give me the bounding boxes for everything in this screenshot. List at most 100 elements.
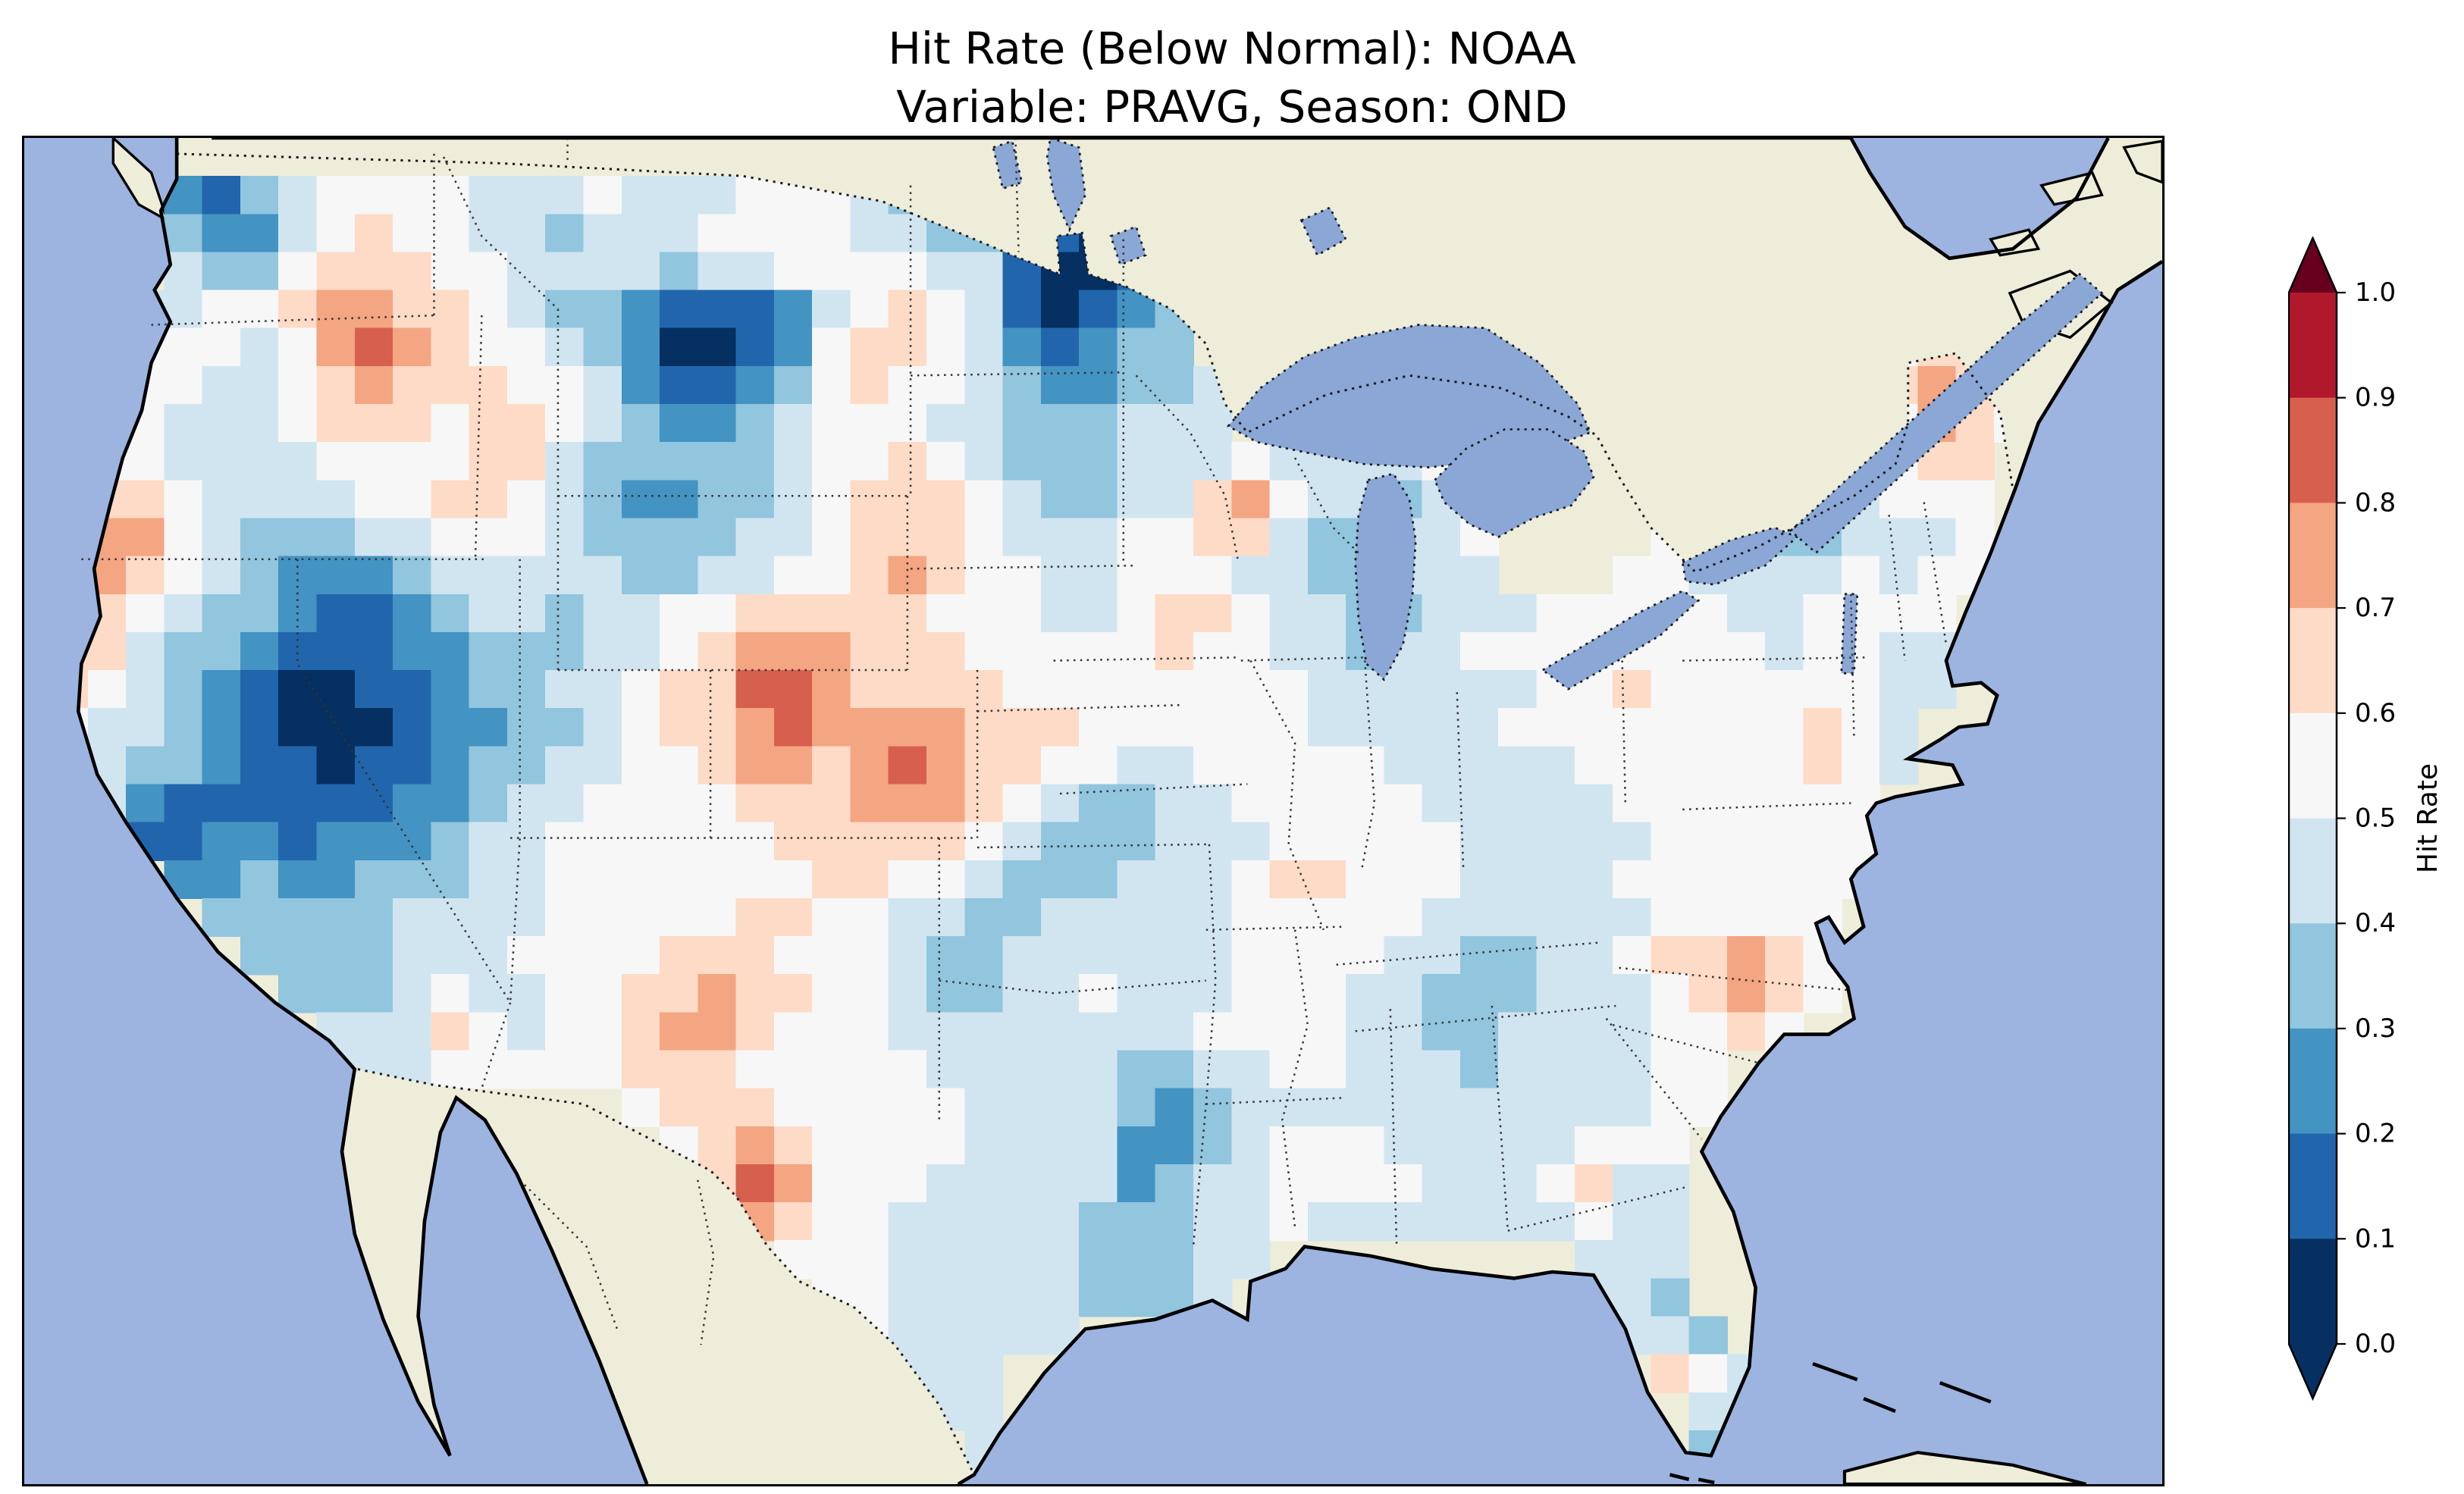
- grid-cell: [1231, 708, 1271, 747]
- colorbar-tick-label: 0.6: [2355, 698, 2396, 728]
- grid-cell: [1651, 822, 1690, 861]
- grid-cell: [698, 290, 737, 329]
- grid-cell: [621, 1088, 661, 1127]
- grid-cell: [1117, 1164, 1156, 1204]
- grid-cell: [1079, 1012, 1118, 1051]
- grid-cell: [278, 442, 318, 481]
- grid-cell: [469, 290, 508, 329]
- grid-cell: [431, 860, 470, 899]
- grid-cell: [1651, 1126, 1690, 1165]
- grid-cell: [1231, 936, 1271, 976]
- grid-cell: [393, 784, 432, 823]
- grid-cell: [431, 936, 470, 976]
- lake-of-the-woods: [1109, 225, 1147, 266]
- grid-cell: [812, 1240, 851, 1279]
- grid-cell: [1765, 556, 1804, 595]
- grid-cell: [1155, 480, 1195, 519]
- grid-cell: [583, 365, 622, 406]
- grid-cell: [773, 252, 813, 291]
- grid-cell: [1155, 594, 1195, 633]
- colorbar-tick-label: 0.1: [2355, 1223, 2396, 1254]
- grid-cell: [506, 404, 547, 443]
- grid-cell: [1040, 404, 1080, 443]
- grid-cell: [812, 290, 851, 329]
- grid-cell: [1269, 594, 1309, 633]
- grid-cell: [660, 442, 699, 481]
- grid-cell: [1079, 822, 1118, 861]
- grid-cell: [354, 822, 394, 861]
- grid-cell: [202, 556, 241, 595]
- grid-cell: [240, 327, 280, 367]
- grid-cell: [888, 822, 928, 861]
- grid-cell: [431, 290, 470, 329]
- grid-cell: [888, 1164, 928, 1204]
- colorbar-tick-label: 0.7: [2355, 593, 2396, 623]
- grid-cell: [240, 670, 280, 709]
- grid-cell: [660, 897, 699, 938]
- grid-cell: [164, 822, 203, 861]
- grid-cell: [1651, 936, 1690, 976]
- grid-cell: [698, 860, 737, 899]
- grid-cell: [1117, 897, 1156, 938]
- grid-cell: [506, 252, 547, 291]
- grid-cell: [1231, 1164, 1271, 1204]
- grid-cell: [926, 1240, 966, 1279]
- grid-cell: [1613, 1012, 1652, 1051]
- grid-cell: [773, 327, 813, 367]
- grid-cell: [1726, 784, 1766, 823]
- grid-cell: [1651, 974, 1690, 1013]
- grid-cell: [926, 1202, 966, 1242]
- grid-cell: [926, 442, 966, 481]
- grid-cell: [506, 860, 547, 899]
- grid-cell: [1307, 822, 1347, 861]
- grid-cell: [850, 974, 889, 1013]
- grid-cell: [621, 1012, 661, 1051]
- grid-cell: [850, 1050, 889, 1089]
- grid-cell: [1841, 670, 1881, 709]
- grid-cell: [1002, 1240, 1042, 1279]
- grid-cell: [1498, 1164, 1538, 1204]
- grid-cell: [812, 594, 851, 633]
- grid-cell: [773, 936, 813, 976]
- grid-cell: [1498, 1126, 1538, 1165]
- grid-cell: [773, 860, 813, 899]
- grid-cell: [888, 670, 928, 709]
- grid-cell: [1536, 822, 1575, 861]
- grid-cell: [1155, 936, 1195, 976]
- grid-cell: [812, 860, 851, 899]
- grid-cell: [583, 480, 622, 519]
- grid-cell: [773, 518, 813, 557]
- grid-cell: [431, 252, 470, 291]
- grid-cell: [393, 518, 432, 557]
- grid-cell: [1536, 784, 1575, 823]
- grid-cell: [1231, 860, 1271, 899]
- grid-cell: [773, 594, 813, 633]
- grid-cell: [698, 784, 737, 823]
- grid-cell: [1613, 860, 1652, 899]
- grid-cell: [1269, 1164, 1309, 1204]
- grid-cell: [1574, 936, 1614, 976]
- grid-cell: [1307, 860, 1347, 899]
- grid-cell: [1613, 670, 1652, 709]
- grid-cell: [545, 822, 585, 861]
- grid-cell: [545, 631, 585, 672]
- grid-cell: [773, 480, 813, 519]
- grid-cell: [1040, 1050, 1080, 1089]
- grid-cell: [888, 1240, 928, 1279]
- grid-cell: [698, 556, 737, 595]
- grid-cell: [1079, 631, 1118, 672]
- map-axes: [22, 136, 2165, 1486]
- grid-cell: [1498, 822, 1538, 861]
- grid-cell: [1613, 897, 1652, 938]
- colorbar-tick-label: 0.9: [2355, 383, 2396, 413]
- grid-cell: [964, 327, 1004, 367]
- grid-cell: [926, 518, 966, 557]
- grid-cell: [545, 784, 585, 823]
- grid-cell: [278, 518, 318, 557]
- grid-cell: [812, 1088, 851, 1127]
- grid-cell: [698, 404, 737, 443]
- grid-cell: [698, 670, 737, 709]
- grid-cell: [621, 556, 661, 595]
- grid-cell: [964, 670, 1004, 709]
- grid-cell: [1269, 1202, 1309, 1242]
